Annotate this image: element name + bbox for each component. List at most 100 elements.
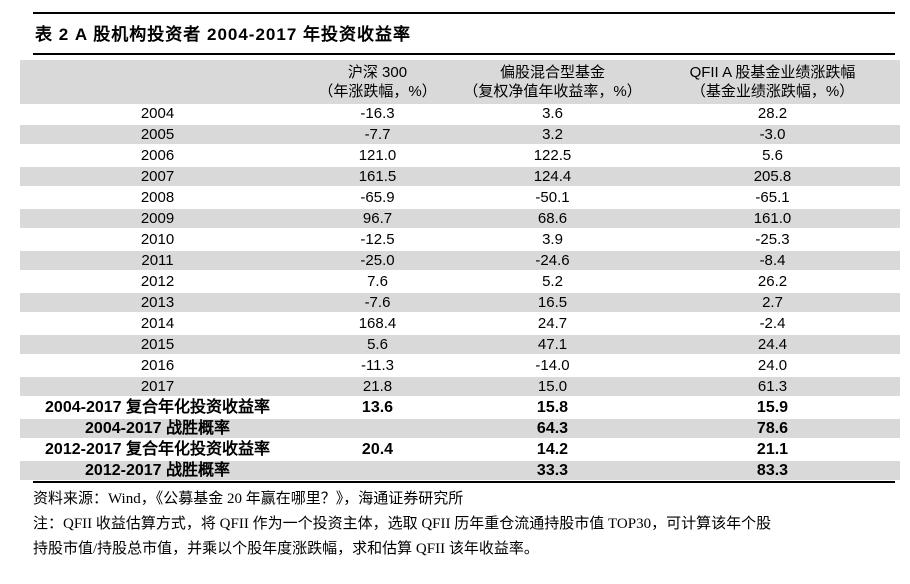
row-label: 2004-2017 复合年化投资收益率: [45, 399, 270, 416]
table-header-row: 沪深 300 （年涨跌幅，%） 偏股混合型基金 （复权净值年收益率，%） QFI…: [20, 60, 900, 104]
source-note: 资料来源：Wind，《公募基金 20 年赢在哪里？》，海通证券研究所: [33, 491, 464, 507]
value-cell: 33.3: [536, 462, 569, 479]
value-cell: -50.1: [535, 189, 570, 206]
value-cell: 161.5: [358, 168, 397, 185]
value-cell: 3.6: [542, 105, 563, 122]
value-cell: 16.5: [537, 294, 568, 311]
header-line1: 偏股混合型基金: [499, 64, 605, 81]
table-row: 2012-2017 战胜概率 33.3 83.3: [20, 461, 900, 482]
value-cell: 13.6: [361, 399, 394, 416]
title-bottom-rule: [33, 53, 895, 55]
row-label: 2011: [141, 252, 174, 269]
table-row: 2006 121.0 122.5 5.6: [20, 146, 900, 167]
value-cell: 26.2: [757, 273, 788, 290]
header-line1: 沪深 300: [347, 64, 408, 81]
header-cell-fund: 偏股混合型基金 （复权净值年收益率，%）: [460, 60, 645, 104]
value-cell: 14.2: [536, 441, 569, 458]
value-cell: 15.0: [537, 378, 568, 395]
value-cell: 24.7: [537, 315, 568, 332]
header-line2: （基金业绩涨跌幅，%）: [690, 83, 855, 100]
value-cell: 5.2: [542, 273, 563, 290]
value-cell: 28.2: [757, 105, 788, 122]
method-note-line1: 注：QFII 收益估算方式，将 QFII 作为一个投资主体，选取 QFII 历年…: [33, 516, 772, 532]
value-cell: 168.4: [358, 315, 397, 332]
table-row: 2011 -25.0 -24.6 -8.4: [20, 251, 900, 272]
value-cell: 2.7: [762, 294, 783, 311]
value-cell: 21.8: [362, 378, 393, 395]
value-cell: -25.3: [755, 231, 790, 248]
row-label: 2017: [140, 378, 175, 395]
value-cell: -3.0: [759, 126, 786, 143]
table-bottom-rule: [33, 481, 895, 483]
row-label: 2008: [140, 189, 175, 206]
header-cell-label: [20, 60, 295, 104]
value-cell: 20.4: [361, 441, 394, 458]
table-row: 2013 -7.6 16.5 2.7: [20, 293, 900, 314]
title-top-rule: [33, 12, 895, 14]
value-cell: 5.6: [367, 336, 388, 353]
header-line1: QFII A 股基金业绩涨跌幅: [689, 64, 856, 81]
row-label: 2012-2017 战胜概率: [85, 462, 230, 479]
value-cell: 61.3: [757, 378, 788, 395]
table-row: 2009 96.7 68.6 161.0: [20, 209, 900, 230]
value-cell: 205.8: [753, 168, 792, 185]
value-cell: -16.3: [360, 105, 395, 122]
table-body: 2004 -16.3 3.6 28.2 2005 -7.7 3.2 -3.0 2006 121.0…: [20, 104, 900, 482]
table-row: 2004-2017 复合年化投资收益率 13.6 15.8 15.9: [20, 398, 900, 419]
value-cell: 78.6: [756, 420, 789, 437]
value-cell: 3.9: [542, 231, 563, 248]
row-label: 2016: [140, 357, 175, 374]
table-row: 2017 21.8 15.0 61.3: [20, 377, 900, 398]
value-cell: -25.0: [360, 252, 395, 269]
row-label: 2013: [140, 294, 175, 311]
value-cell: -12.5: [360, 231, 395, 248]
value-cell: 24.0: [757, 357, 788, 374]
value-cell: 161.0: [753, 210, 792, 227]
row-label: 2005: [140, 126, 175, 143]
value-cell: 96.7: [362, 210, 393, 227]
value-cell: -7.7: [364, 126, 391, 143]
table-row: 2008 -65.9 -50.1 -65.1: [20, 188, 900, 209]
table-row: 2005 -7.7 3.2 -3.0: [20, 125, 900, 146]
header-cell-qfii: QFII A 股基金业绩涨跌幅 （基金业绩涨跌幅，%）: [645, 60, 900, 104]
row-label: 2015: [140, 336, 175, 353]
footnotes: 资料来源：Wind，《公募基金 20 年赢在哪里？》，海通证券研究所 注：QFI…: [33, 487, 895, 562]
value-cell: -11.3: [360, 357, 395, 374]
value-cell: -65.9: [360, 189, 395, 206]
value-cell: 15.9: [756, 399, 789, 416]
value-cell: -65.1: [755, 189, 790, 206]
value-cell: 24.4: [757, 336, 788, 353]
table-row: 2014 168.4 24.7 -2.4: [20, 314, 900, 335]
value-cell: 122.5: [533, 147, 572, 164]
table-row: 2015 5.6 47.1 24.4: [20, 335, 900, 356]
header-line2: （年涨跌幅，%）: [318, 83, 437, 100]
value-cell: 21.1: [756, 441, 789, 458]
value-cell: -8.4: [759, 252, 786, 269]
value-cell: 121.0: [358, 147, 397, 164]
row-label: 2004-2017 战胜概率: [85, 420, 230, 437]
value-cell: 68.6: [537, 210, 568, 227]
value-cell: 64.3: [536, 420, 569, 437]
header-line2: （复权净值年收益率，%）: [463, 83, 642, 100]
row-label: 2009: [140, 210, 175, 227]
value-cell: -7.6: [364, 294, 391, 311]
value-cell: -2.4: [759, 315, 786, 332]
value-cell: 47.1: [537, 336, 568, 353]
returns-table: 沪深 300 （年涨跌幅，%） 偏股混合型基金 （复权净值年收益率，%） QFI…: [20, 60, 900, 482]
value-cell: [295, 419, 460, 438]
value-cell: -14.0: [535, 357, 570, 374]
table-row: 2010 -12.5 3.9 -25.3: [20, 230, 900, 251]
row-label: 2007: [140, 168, 175, 185]
row-label: 2004: [140, 105, 175, 122]
value-cell: 7.6: [367, 273, 388, 290]
row-label: 2006: [140, 147, 175, 164]
value-cell: 15.8: [536, 399, 569, 416]
method-note-line2: 持股市值/持股总市值，并乘以个股年度涨跌幅，求和估算 QFII 该年收益率。: [33, 541, 539, 557]
table-row: 2004 -16.3 3.6 28.2: [20, 104, 900, 125]
table-row: 2007 161.5 124.4 205.8: [20, 167, 900, 188]
table-row: 2012 7.6 5.2 26.2: [20, 272, 900, 293]
row-label: 2012: [140, 273, 175, 290]
value-cell: -24.6: [535, 252, 570, 269]
row-label: 2014: [140, 315, 175, 332]
